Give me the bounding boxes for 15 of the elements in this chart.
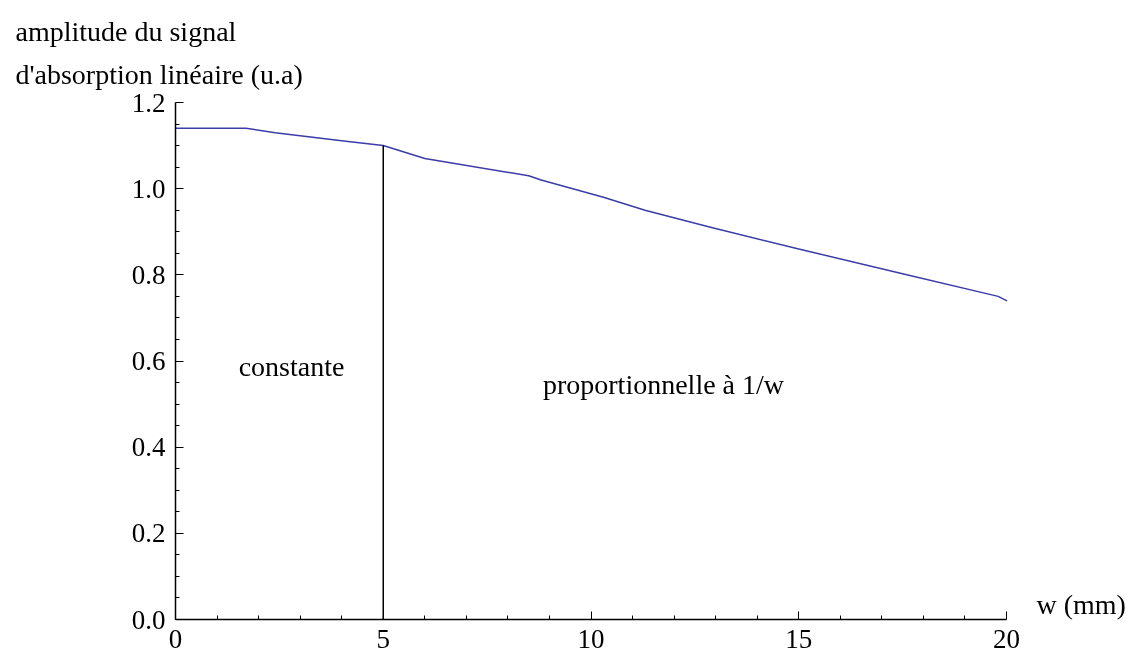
y-tick-label: 0.0 [131, 604, 166, 635]
y-tick-label: 0.2 [131, 518, 166, 549]
line-series [175, 127, 1008, 302]
x-tick-label: 20 [993, 623, 1020, 654]
y-tick-label: 1.0 [131, 173, 166, 204]
annotation: proportionnelle à 1/w [542, 369, 785, 400]
x-tick-label: 15 [785, 623, 813, 654]
y-tick-label: 0.6 [131, 346, 166, 376]
y-tick-label: 0.8 [131, 259, 166, 290]
annotation: constante [238, 351, 345, 382]
x-tick-label: 5 [376, 623, 390, 654]
x-tick-label: 10 [577, 623, 605, 654]
y-tick-label: 0.4 [131, 432, 166, 463]
x-axis-title: w (mm) [1036, 588, 1126, 620]
x-tick-label: 0 [168, 623, 183, 654]
